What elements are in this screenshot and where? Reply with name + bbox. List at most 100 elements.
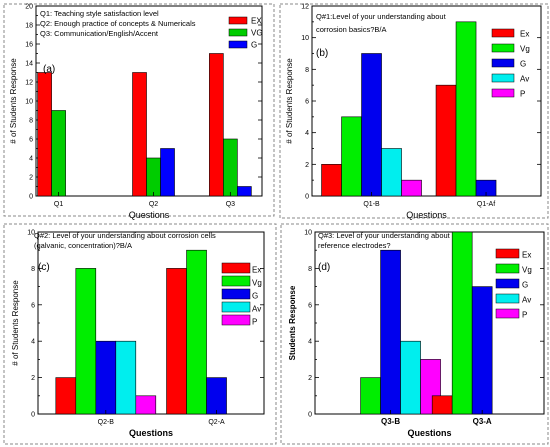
legend-swatch-vg <box>491 43 515 53</box>
y-axis-label: # of Students Response <box>11 280 20 366</box>
panel-tag: (b) <box>316 48 328 59</box>
bar-ex-q1-af <box>435 84 457 197</box>
legend: Ex Vg G Av P <box>491 28 530 99</box>
chart-title-line: reference electrodes? <box>318 241 391 250</box>
chart-title-line: Q#3: Level of your understanding about <box>318 231 451 240</box>
legend-label-g: G <box>520 60 526 69</box>
y-tick-label: 6 <box>308 302 312 309</box>
bar-vg-q2-a <box>186 249 207 415</box>
bar-g-q3-a <box>471 286 493 415</box>
x-axis-label: Questions <box>129 428 173 438</box>
y-tick-label: 16 <box>25 42 33 49</box>
chart-panel-c: 0 2 4 6 8 10 Q2-B Q2-A Questions # of Students Re… <box>3 223 277 445</box>
bar-g-q3-b <box>380 249 401 415</box>
chart-panel-a: 0 2 4 6 8 10 12 14 16 18 20 Q1 Q2 Q3 Questions # of Stu… <box>3 3 275 220</box>
legend-swatch-ex <box>495 248 520 259</box>
y-tick-label: 0 <box>29 194 33 201</box>
chart-title-line: corrosion basics?B/A <box>316 25 386 34</box>
y-tick-label: 0 <box>308 412 312 419</box>
y-tick-label: 6 <box>31 302 35 309</box>
bar-ex-q2-a <box>166 268 187 415</box>
legend-label-vg: Vg <box>522 266 532 275</box>
y-tick-label: 8 <box>305 67 309 74</box>
x-tick-label: Q1 <box>54 201 63 208</box>
legend-label-av: Av <box>522 296 531 305</box>
x-tick-label: Q2-B <box>98 419 115 426</box>
legend-label-av: Av <box>252 305 261 314</box>
legend-label-vg: Vg <box>252 279 262 288</box>
chart-title-line: Q#1:Level of your understanding about <box>316 12 447 21</box>
bar-p-q1-b <box>401 179 422 197</box>
x-tick-label: Q2-A <box>208 419 225 426</box>
legend-swatch-vg <box>228 28 248 37</box>
y-tick-label: 2 <box>308 375 312 382</box>
x-tick-label: Q1-B <box>363 201 380 208</box>
y-tick-label: 8 <box>31 266 35 273</box>
legend-swatch-av <box>221 301 251 313</box>
y-tick-label: 10 <box>301 35 309 42</box>
bar-g-q2-a <box>206 377 227 415</box>
y-tick-label: 10 <box>304 230 312 237</box>
bar-g-q2-b <box>95 340 117 415</box>
bar-vg-q3-a <box>451 231 473 415</box>
bar-vg-q2 <box>146 157 161 197</box>
legend-label-vg: VG <box>251 29 263 38</box>
legend-label-p: P <box>522 311 527 320</box>
y-tick-label: 12 <box>301 4 309 11</box>
legend-label-vg: Vg <box>520 45 530 54</box>
legend-label-av: Av <box>520 75 529 84</box>
bar-ex-q1-b <box>321 164 342 197</box>
chart-title-line: Q2: Enough practice of concepts & Numeri… <box>40 19 196 28</box>
y-tick-label: 18 <box>25 23 33 30</box>
legend-label-ex: EX <box>251 17 262 26</box>
legend-swatch-vg <box>495 263 520 274</box>
x-axis-label: Questions <box>406 210 447 220</box>
bar-ex-q3 <box>209 53 224 197</box>
bar-p-q2-b <box>135 395 157 415</box>
y-tick-label: 12 <box>25 80 33 87</box>
legend-label-g: G <box>522 281 528 290</box>
y-axis-label: # of Students Response <box>9 58 18 144</box>
chart-title-line: (galvanic, concentration)?B/A <box>34 241 132 250</box>
y-tick-label: 4 <box>29 156 33 163</box>
y-tick-label: 4 <box>308 339 312 346</box>
x-tick-label: Q2 <box>149 201 158 208</box>
y-axis-label: Students Response <box>288 285 297 360</box>
chart-panel-b: 0 2 4 6 8 10 12 Q1-B Q1-Af Questions # of Students… <box>279 3 549 220</box>
legend: Ex Vg G Av P <box>495 248 532 320</box>
bar-av-q2-b <box>115 340 137 415</box>
legend-swatch-p <box>221 314 251 326</box>
bar-vg-q3 <box>223 138 238 197</box>
chart-panel-d: 0 2 4 6 8 10 Q3-B Q3-A Questions Students Respons… <box>280 223 549 445</box>
y-tick-label: 2 <box>305 162 309 169</box>
legend-swatch-p <box>491 88 515 98</box>
bar-vg-q3-b <box>360 377 381 415</box>
x-tick-label: Q3-B <box>381 417 400 426</box>
y-tick-label: 6 <box>29 137 33 144</box>
panel-tag: (d) <box>318 262 330 273</box>
y-tick-label: 10 <box>27 230 35 237</box>
legend: EX VG G <box>228 17 263 50</box>
y-tick-label: 2 <box>31 375 35 382</box>
y-tick-label: 4 <box>305 130 309 137</box>
x-tick-label: Q3-A <box>473 417 492 426</box>
legend-swatch-g <box>228 40 248 49</box>
bar-av-q3-b <box>400 340 421 415</box>
y-tick-label: 20 <box>25 4 33 11</box>
legend-swatch-av <box>495 293 520 304</box>
legend-swatch-g <box>491 58 515 68</box>
bar-vg-q1-af <box>455 21 477 197</box>
x-tick-label: Q1-Af <box>477 201 495 208</box>
y-tick-label: 10 <box>25 99 33 106</box>
y-tick-label: 8 <box>308 266 312 273</box>
y-tick-label: 4 <box>31 339 35 346</box>
panel-tag: (a) <box>43 64 55 75</box>
y-tick-label: 0 <box>31 412 35 419</box>
bar-g-q1-b <box>361 53 382 197</box>
legend-swatch-vg <box>221 275 251 287</box>
y-tick-label: 8 <box>29 118 33 125</box>
x-tick-label: Q3 <box>226 201 235 208</box>
y-tick-label: 14 <box>25 61 33 68</box>
x-axis-label: Questions <box>129 210 170 220</box>
